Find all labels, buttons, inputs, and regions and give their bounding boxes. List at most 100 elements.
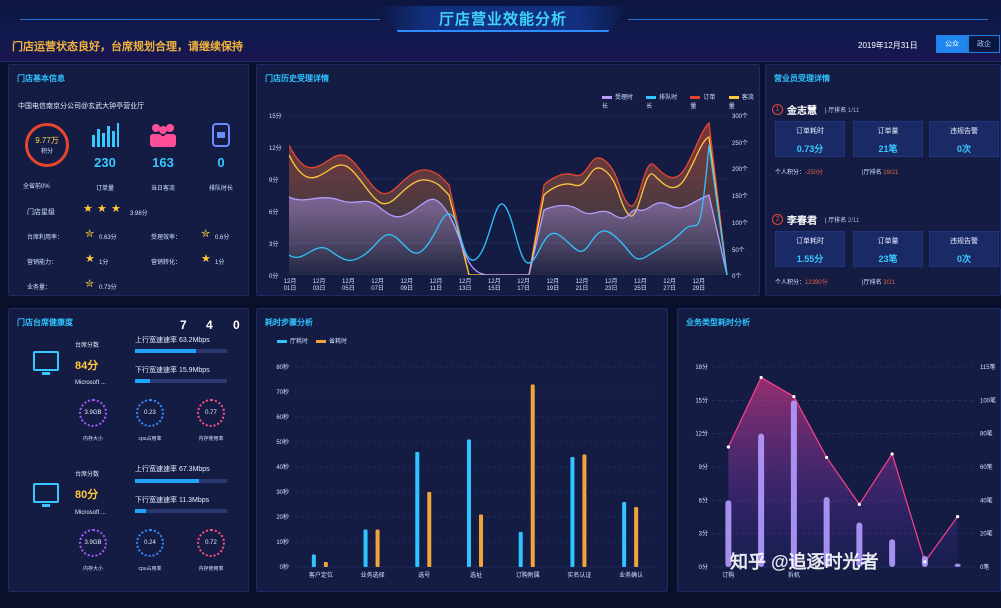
step-timing-legend: 厅耗时 省耗时 (277, 336, 347, 345)
rating-label: 受理效率： (151, 235, 182, 241)
memory-usage-dial: 0.72 (197, 529, 225, 557)
stat-order-time: 订单耗时 1.55分 (775, 231, 845, 267)
y-tick-label: 6分 (269, 210, 279, 216)
legend-item[interactable]: 排队时长 (646, 95, 678, 110)
x-tick-label: 业务确认 (619, 571, 643, 579)
half-star-icon: ✮ (85, 228, 95, 240)
dial-label: 内存大小 (82, 566, 103, 572)
download-speed-label: 下行宽速速率 15.9Mbps (135, 367, 210, 374)
x-tick-label: 12月11日 (429, 279, 443, 292)
star-icon: ★ (97, 203, 107, 215)
bar-province (479, 514, 483, 567)
history-title: 门店历史受理详情 (265, 74, 329, 83)
stat-order-time: 订单耗时 0.73分 (775, 121, 845, 157)
kpi-orders-value: 230 (94, 155, 116, 170)
y-tick-label: 0分 (269, 274, 279, 280)
x-tick-label: 拆机 (788, 571, 800, 579)
rating-label: 营销转化： (151, 260, 182, 266)
history-legend: 受理时长 排队时长 订单量 客流量 (602, 92, 759, 110)
y-tick-label: 50个 (732, 247, 745, 254)
y2-tick-label: 80笔 (980, 430, 993, 438)
kpi-queue: 0 排队时长 (193, 121, 249, 192)
employee-hall-rank: |厅排名 3/21 (862, 280, 895, 286)
bar-province (323, 562, 328, 567)
line-volume (727, 376, 959, 564)
y-tick-label: 9分 (269, 178, 279, 184)
staff-title: 营业员受理详情 (774, 74, 830, 83)
bar-duration (954, 563, 961, 567)
stat-violations: 违规告警 0次 (929, 231, 999, 267)
employee-points: 个人积分：12390分 (775, 280, 828, 286)
y-tick-label: 30秒 (276, 488, 289, 496)
bar-hall (467, 439, 471, 567)
bar-province (427, 492, 432, 567)
employee-points: 个人积分：-250分 (775, 170, 824, 176)
legend-item[interactable]: 客流量 (728, 95, 754, 110)
memory-size-dial: 3.9GB (79, 399, 107, 427)
legend-item[interactable]: 厅耗时 (277, 336, 308, 345)
legend-item[interactable]: 受理时长 (602, 95, 634, 110)
volume-point (923, 560, 927, 564)
employee-rank-badge: 2 (772, 214, 783, 225)
health-digit: 4 (206, 318, 213, 332)
bar-hall (518, 532, 523, 567)
dial-label: 内存使用率 (198, 436, 224, 442)
kpi-orders: 230 订单量 (77, 121, 133, 192)
kpi-queue-label: 排队时长 (208, 186, 233, 192)
bar-hall (622, 502, 627, 567)
rating-label: 台席利用率： (27, 235, 64, 241)
kpi-queue-value: 0 (217, 155, 225, 170)
y-tick-label: 200个 (732, 167, 749, 174)
legend-item[interactable]: 订单量 (690, 95, 716, 110)
desk-os: Microsoft ... (75, 510, 107, 516)
y-tick-label: 150个 (732, 194, 749, 201)
y-tick-label: 20秒 (276, 513, 289, 521)
store-name: 中国电信南京分公司@玄武大钟亭营业厅 (18, 103, 145, 110)
y-tick-label: 250个 (732, 140, 749, 147)
employee-name[interactable]: 李春君 (787, 216, 817, 227)
score-unit: 积分 (40, 149, 53, 155)
y2-tick-label: 0笔 (980, 563, 989, 571)
legend-item[interactable]: 省耗时 (316, 336, 347, 345)
star-icon: ★ (83, 203, 93, 215)
bar-duration (856, 522, 863, 567)
page-title: 厅店营业效能分析 (438, 10, 567, 28)
y-tick-label: 40秒 (276, 463, 289, 471)
business-timing-chart: 0分 3分 6分 9分 12分 15分 18分 0笔 20笔 40笔 60笔 80笔 100笔 115笔订… (695, 363, 996, 579)
employee-name[interactable]: 金志慧 (787, 106, 817, 117)
y-tick-label: 10秒 (276, 538, 289, 546)
y-tick-label: 15分 (695, 396, 708, 404)
x-tick-label: 12月03日 (312, 279, 326, 292)
x-tick-label: 选址 (470, 571, 482, 579)
toggle-enterprise[interactable]: 政企 (968, 35, 1000, 53)
area-volume (728, 377, 958, 567)
volume-point (890, 452, 894, 456)
title-left-line (20, 19, 380, 20)
desk-score: 84分 (75, 360, 99, 372)
x-tick-label: 12月23日 (604, 279, 618, 292)
bar-duration (790, 400, 797, 567)
dial-label: cpu占用率 (138, 436, 162, 442)
history-chart (289, 115, 729, 275)
download-speed-label: 下行宽速速率 11.3Mbps (135, 497, 210, 504)
volume-point (792, 394, 796, 399)
score-value: 9.77万 (35, 136, 59, 145)
title-right-line (628, 19, 988, 20)
y2-tick-label: 20笔 (980, 530, 993, 538)
bar-hall (570, 457, 575, 567)
rating-label: 业务量： (27, 285, 52, 291)
volume-point (759, 375, 763, 380)
volume-point (857, 502, 861, 506)
toggle-public[interactable]: 公众 (936, 35, 968, 53)
y2-tick-label: 100笔 (980, 396, 996, 404)
employee-header: 2 李春君 | 厅排名 2/11 (772, 212, 859, 227)
bar-duration (889, 539, 896, 567)
bar-hall (363, 529, 368, 567)
people-icon (135, 121, 191, 147)
x-tick-label: 选号 (418, 571, 430, 579)
bar-duration (725, 500, 732, 567)
employee-hall-rank: |厅排名 19/21 (862, 170, 899, 176)
rating-value: 1分 (99, 260, 109, 266)
desk-health-title: 门店台席健康度 (17, 318, 73, 327)
y-tick-label: 15分 (269, 114, 282, 120)
